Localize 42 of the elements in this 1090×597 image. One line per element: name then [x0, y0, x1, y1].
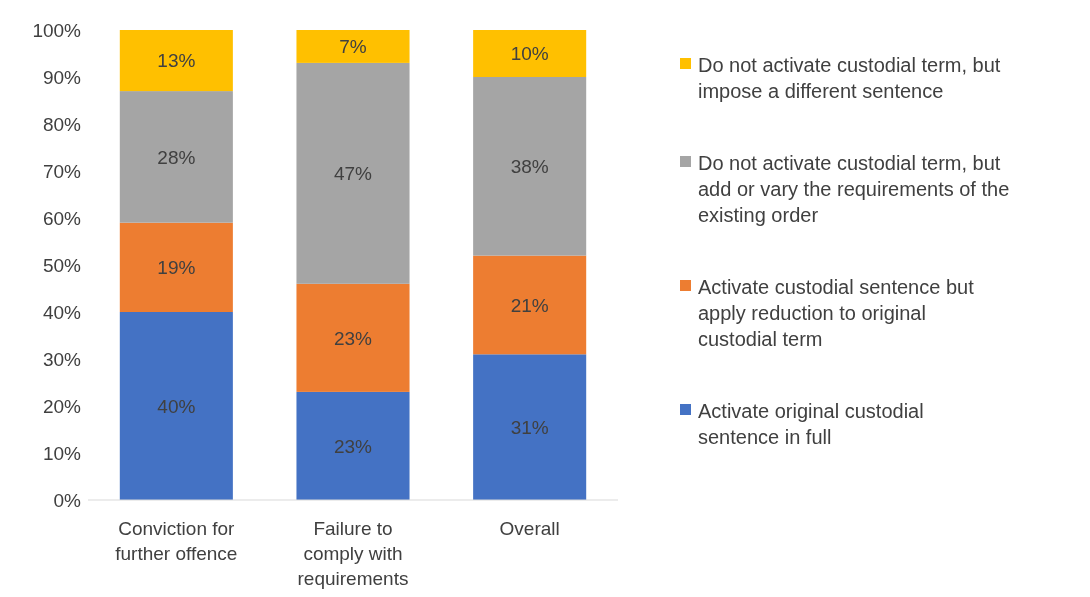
y-tick-label: 100% — [32, 19, 82, 41]
text: 10% — [510, 43, 549, 65]
legend-label: Activate original custodial sentence in full — [698, 400, 924, 448]
y-tick-label: 90% — [42, 66, 82, 88]
y-tick-label: 50% — [42, 254, 82, 276]
y-tick-label: 30% — [42, 348, 82, 370]
bar — [296, 62, 410, 284]
text: 13% — [157, 50, 196, 72]
legend-label: Activate custodial sentence but apply reduction to original custodial term — [698, 276, 975, 350]
y-tick-label: 0% — [53, 489, 82, 511]
y-tick-label: 40% — [42, 301, 82, 323]
text: 38% — [510, 155, 549, 177]
text: 7% — [339, 36, 367, 58]
y-tick-label: 20% — [42, 395, 82, 417]
y-tick-label: 70% — [42, 160, 82, 182]
text: 23% — [333, 327, 373, 349]
bar — [119, 91, 233, 223]
x-tick-label: Conviction for further offence — [115, 518, 238, 565]
legend-label: Do not activate custodial term, but add or vary the requirements of the existing order — [698, 152, 1010, 226]
bar — [473, 77, 587, 256]
bar — [473, 255, 587, 355]
bar — [119, 312, 233, 500]
text: 28% — [157, 146, 196, 168]
y-tick-label: 60% — [42, 207, 82, 229]
text: 23% — [333, 435, 373, 457]
text: 40% — [157, 395, 196, 417]
y-tick-label: 10% — [42, 442, 82, 464]
bar — [473, 354, 587, 500]
y-tick-label: 80% — [42, 113, 82, 135]
legend-label: Do not activate custodial term, but impose a different sentence — [698, 54, 1001, 102]
bar — [119, 222, 233, 312]
text: 47% — [333, 163, 373, 184]
text: 31% — [510, 416, 549, 438]
bar — [296, 391, 410, 500]
bar — [296, 283, 410, 392]
bar — [473, 30, 587, 77]
text: 19% — [157, 257, 196, 278]
text: 21% — [510, 294, 549, 316]
x-tick-label: Failure to comply with requirements — [297, 518, 409, 590]
bar — [119, 30, 233, 92]
bar — [296, 30, 410, 63]
x-tick-label: Overall — [499, 518, 560, 540]
